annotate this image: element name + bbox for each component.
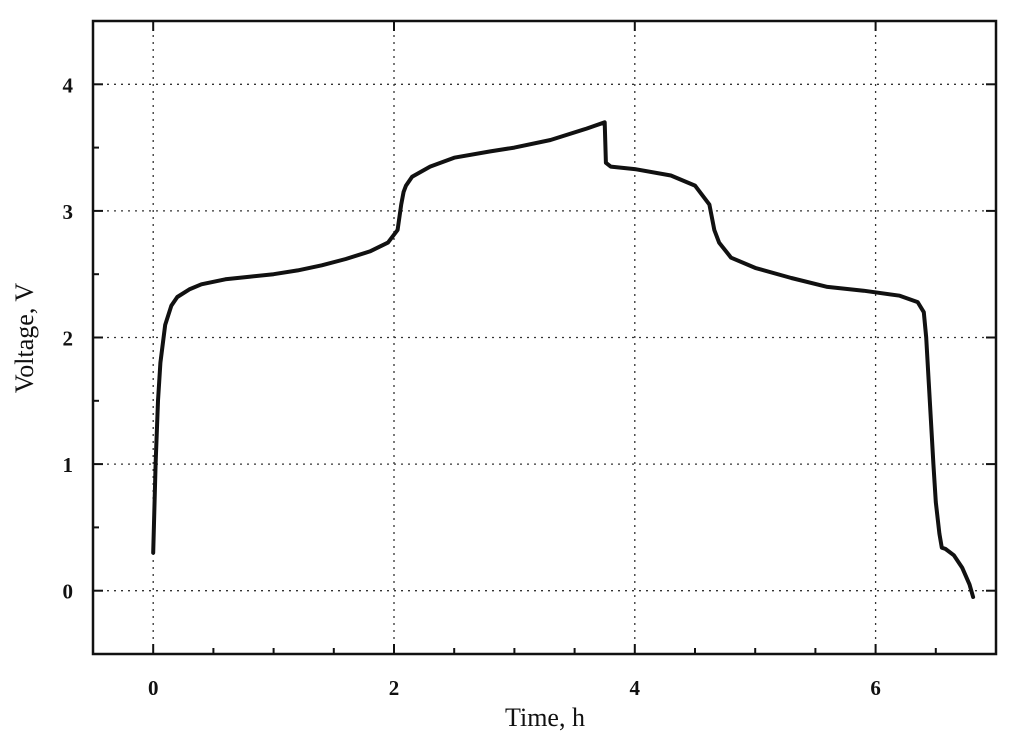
y-tick-label: 3 bbox=[63, 200, 74, 224]
y-tick-label: 2 bbox=[63, 327, 74, 351]
voltage-curve bbox=[151, 120, 976, 599]
grid-lines bbox=[93, 21, 996, 654]
x-tick-label: 6 bbox=[870, 676, 881, 700]
y-axis-title: Voltage, V bbox=[10, 283, 39, 393]
y-tick-label: 1 bbox=[63, 453, 74, 477]
y-tick-label: 0 bbox=[63, 580, 74, 604]
y-tick-label: 4 bbox=[63, 73, 74, 97]
x-axis-title: Time, h bbox=[505, 703, 585, 732]
x-tick-label: 4 bbox=[630, 676, 641, 700]
x-tick-label: 0 bbox=[148, 676, 159, 700]
tick-labels: 0 2 4 6 0 1 2 3 4 bbox=[63, 73, 881, 700]
plot-frame bbox=[91, 19, 998, 656]
x-tick-label: 2 bbox=[389, 676, 400, 700]
